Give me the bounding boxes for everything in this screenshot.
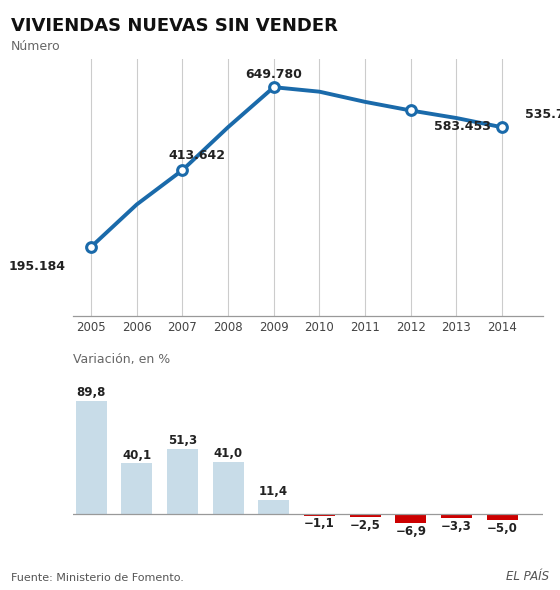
Text: Número: Número	[11, 40, 61, 53]
Text: −5,0: −5,0	[487, 522, 517, 535]
Text: 583.453: 583.453	[433, 120, 491, 133]
Text: 89,8: 89,8	[76, 386, 106, 399]
Text: 11,4: 11,4	[259, 485, 288, 498]
Bar	[213, 463, 244, 514]
Bar	[349, 514, 381, 517]
Text: 40,1: 40,1	[122, 448, 151, 461]
Text: −2,5: −2,5	[349, 519, 381, 532]
Text: EL PAÍS: EL PAÍS	[506, 570, 549, 583]
Text: 51,3: 51,3	[168, 434, 197, 447]
Text: −6,9: −6,9	[395, 525, 426, 537]
Text: VIVIENDAS NUEVAS SIN VENDER: VIVIENDAS NUEVAS SIN VENDER	[11, 17, 338, 35]
Bar	[258, 500, 290, 514]
Text: −3,3: −3,3	[441, 520, 472, 533]
Text: 41,0: 41,0	[213, 447, 242, 460]
Bar	[487, 514, 517, 520]
Bar	[76, 401, 106, 514]
Text: 535.734: 535.734	[525, 108, 560, 121]
Text: 649.780: 649.780	[245, 68, 302, 81]
Text: Fuente: Ministerio de Fomento.: Fuente: Ministerio de Fomento.	[11, 573, 184, 583]
Bar	[441, 514, 472, 519]
Text: 413.642: 413.642	[169, 149, 226, 162]
Bar	[304, 514, 335, 516]
Text: 195.184: 195.184	[9, 260, 66, 273]
Bar	[167, 450, 198, 514]
Bar	[395, 514, 426, 523]
Bar	[121, 464, 152, 514]
Text: Variación, en %: Variación, en %	[73, 353, 170, 366]
Text: −1,1: −1,1	[304, 517, 335, 530]
